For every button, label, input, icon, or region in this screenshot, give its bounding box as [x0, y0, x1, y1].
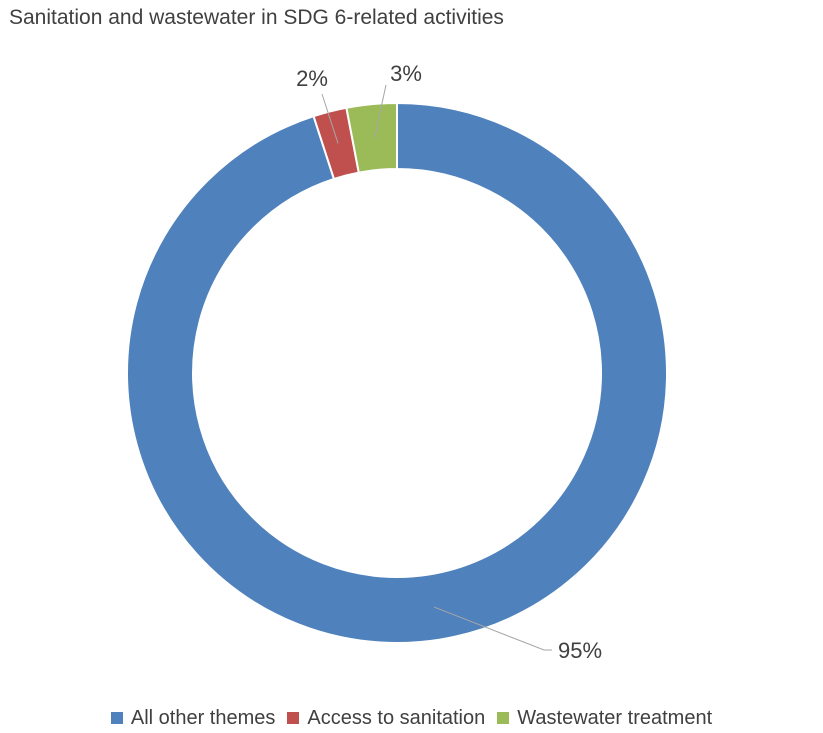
legend-item: All other themes — [110, 706, 276, 730]
legend-item: Wastewater treatment — [497, 707, 712, 730]
donut-slice-all-other-themes — [126, 101, 668, 644]
data-label: 2% — [296, 66, 328, 91]
donut-chart: 95% 2% 3% — [126, 61, 668, 663]
leader-line — [374, 84, 387, 138]
legend-label: All other themes — [130, 706, 276, 729]
legend-swatch — [497, 712, 510, 724]
chart-title: Sanitation and wastewater in SDG 6-relat… — [9, 6, 504, 29]
data-label: 95% — [558, 638, 602, 663]
legend-item: Access to sanitation — [287, 707, 485, 730]
legend-label: Wastewater treatment — [517, 706, 713, 729]
leader-line — [433, 606, 552, 651]
legend-swatch — [287, 712, 300, 724]
chart-legend: All other themes Access to sanitation Wast… — [0, 704, 823, 732]
legend-swatch — [110, 712, 123, 724]
donut-slice-wastewater-treatment — [345, 101, 398, 174]
legend-label: Access to sanitation — [307, 706, 486, 729]
leader-line — [321, 93, 339, 144]
data-label: 3% — [390, 61, 422, 86]
